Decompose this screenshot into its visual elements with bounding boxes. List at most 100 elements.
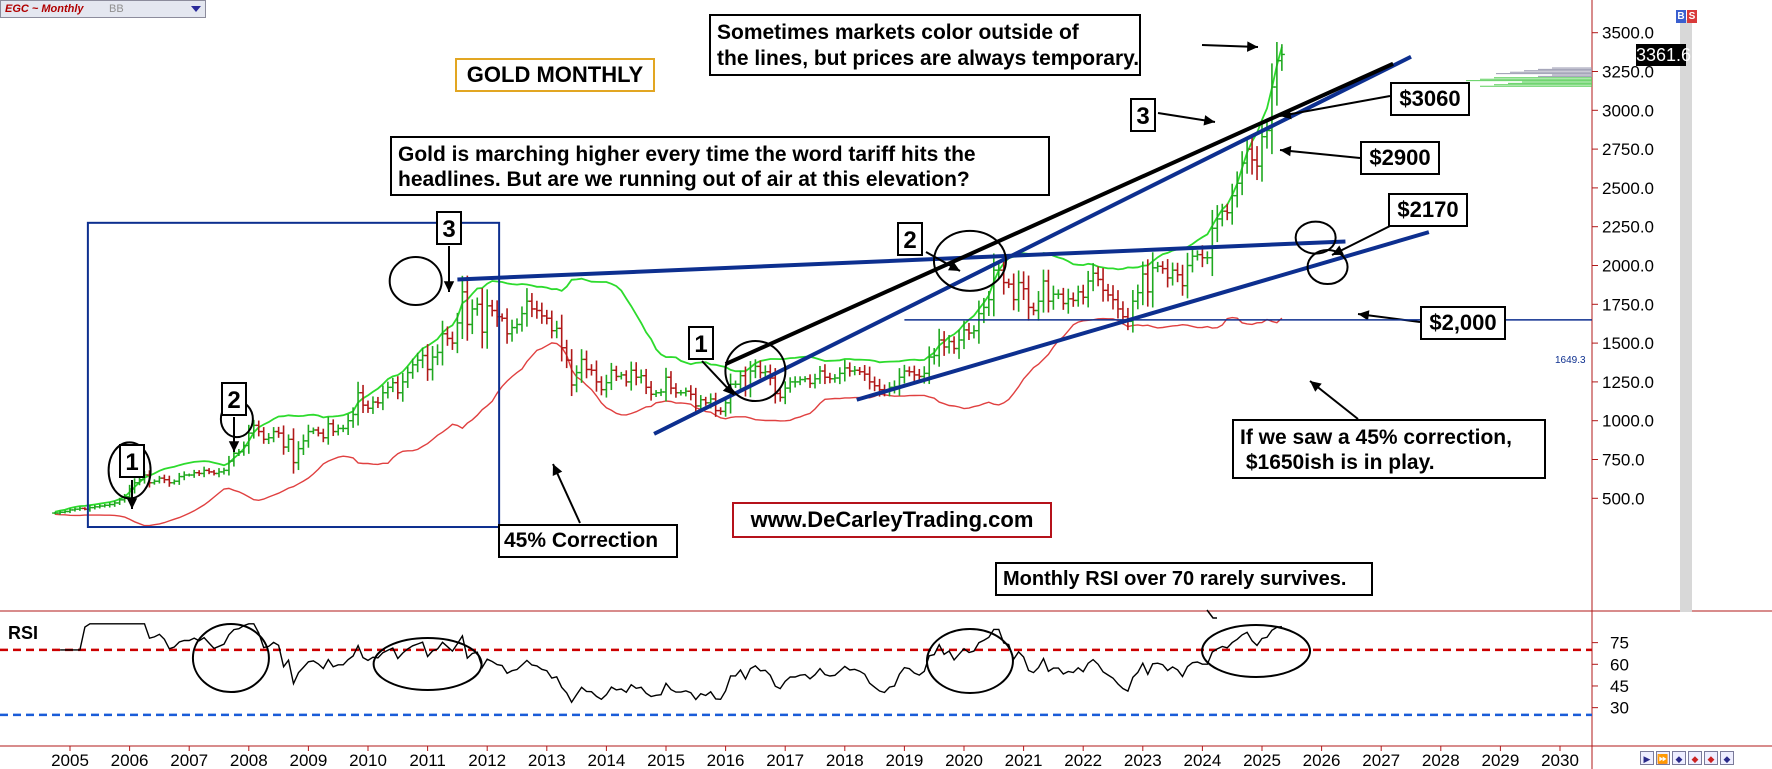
sometimes-arrow-head <box>1247 41 1258 52</box>
time-tick-label: 2022 <box>1064 751 1102 769</box>
price-tick-label: 1500.0 <box>1602 334 1654 353</box>
wave-2-left-label: 2 <box>221 382 247 416</box>
time-tick-label: 2018 <box>826 751 864 769</box>
price-scrollbar[interactable] <box>1680 20 1692 612</box>
time-tick-label: 2008 <box>230 751 268 769</box>
price-axis: 500.0 750.0 1000.0 1250.0 1500.0 1750.0 2000.0… <box>1592 24 1654 508</box>
time-tick-label: 2030 <box>1541 751 1579 769</box>
wave-3-left-label: 3 <box>436 211 462 245</box>
annotation-correction-45-line1: If we saw a 45% correction, <box>1240 426 1512 449</box>
wave-3-right-arrow-head <box>1203 115 1215 126</box>
rsi-levels <box>0 648 1592 717</box>
highlight-box <box>86 221 501 529</box>
annotation-tariff-line2: headlines. But are we running out of air… <box>398 168 970 191</box>
website-label: www.DeCarleyTrading.com <box>732 502 1052 538</box>
wave-2-left-arrow-head <box>228 441 240 452</box>
rsi-tick-label: 60 <box>1610 655 1629 674</box>
chart-navigation: ▶ ⏩ ◆ ◆ ◆ ◆ <box>1640 749 1736 765</box>
wave-3-left-arrow-head <box>443 281 455 292</box>
level-2000-label: $2,000 <box>1420 306 1506 340</box>
rsi-tick-label: 45 <box>1610 677 1629 696</box>
level-3060-label: $3060 <box>1390 82 1470 116</box>
symbol-label: EGC ~ Monthly <box>5 3 84 15</box>
annotation-correction-45-line2: $1650ish is in play. <box>1240 451 1435 474</box>
symbol-selector[interactable]: EGC ~ Monthly BB <box>0 0 206 18</box>
support-level-label: 1649.3 <box>1555 355 1586 366</box>
level-2170-circle <box>1294 220 1337 255</box>
wave-1-right-arrow-head <box>722 383 734 395</box>
lower-band-line <box>55 316 1283 527</box>
wave-3-right-label: 3 <box>1130 98 1156 132</box>
time-tick-label: 2027 <box>1362 751 1400 769</box>
price-tick-label: 500.0 <box>1602 489 1645 508</box>
sell-button[interactable]: S <box>1687 10 1697 23</box>
annotation-sometimes: Sometimes markets color outside of the l… <box>709 14 1141 76</box>
chart-annotations <box>86 41 1592 694</box>
time-tick-label: 2023 <box>1124 751 1162 769</box>
correction-45-arrow-head <box>1310 381 1322 392</box>
wave-1-right-circle <box>724 340 787 403</box>
wave-2-right-label: 2 <box>897 222 923 256</box>
chevron-down-icon[interactable] <box>191 6 201 12</box>
price-tick-label: 2250.0 <box>1602 218 1654 237</box>
level-2000-arrow-head <box>1358 310 1370 321</box>
annotation-correction-45: If we saw a 45% correction, $1650ish is … <box>1232 419 1546 479</box>
time-tick-label: 2005 <box>51 751 89 769</box>
price-tick-label: 3250.0 <box>1602 63 1654 82</box>
rsi-axis: 30 45 60 75 <box>1592 634 1629 718</box>
time-tick-label: 2025 <box>1243 751 1281 769</box>
rsi-line <box>60 623 1282 704</box>
level-2900-label: $2900 <box>1360 141 1440 175</box>
price-tick-label: 1750.0 <box>1602 295 1654 314</box>
zoom-diamond-icon[interactable]: ◆ <box>1672 751 1686 765</box>
time-tick-label: 2007 <box>170 751 208 769</box>
step-forward-icon[interactable]: ▶ <box>1640 751 1654 765</box>
zoom-diamond-red-icon[interactable]: ◆ <box>1704 751 1718 765</box>
chart-title: GOLD MONTHLY <box>455 58 655 92</box>
black-trendline <box>724 61 1394 366</box>
steep-trendline <box>653 54 1412 436</box>
level-3060-arrow-head <box>1280 108 1292 120</box>
rsi-circle-2008 <box>191 623 270 693</box>
rising-support-trendline <box>856 230 1430 402</box>
price-tick-label: 2750.0 <box>1602 140 1654 159</box>
price-tick-label: 2500.0 <box>1602 179 1654 198</box>
wave-2-right-arrow-head <box>948 261 960 271</box>
price-tick-label: 3000.0 <box>1602 101 1654 120</box>
annotation-correction: 45% Correction <box>498 524 678 558</box>
time-tick-label: 2019 <box>885 751 923 769</box>
time-axis: 2005 2006 2007 2008 2009 2010 2011 2012 2013 2014… <box>51 746 1579 769</box>
rsi-note-pointer <box>1206 609 1217 619</box>
wave-2-right-circle <box>932 229 1007 292</box>
level-2000-circle <box>1306 249 1349 286</box>
price-bars <box>52 41 1285 515</box>
resistance-trendline <box>457 239 1346 282</box>
time-tick-label: 2028 <box>1422 751 1460 769</box>
time-tick-label: 2024 <box>1183 751 1221 769</box>
price-tick-label: 750.0 <box>1602 451 1645 470</box>
wave-1-left-label: 1 <box>119 444 145 478</box>
fast-forward-icon[interactable]: ⏩ <box>1656 751 1670 765</box>
time-tick-label: 2020 <box>945 751 983 769</box>
time-tick-label: 2026 <box>1303 751 1341 769</box>
price-tick-label: 2000.0 <box>1602 257 1654 276</box>
buy-button[interactable]: B <box>1676 10 1686 23</box>
price-tick-label: 1250.0 <box>1602 373 1654 392</box>
zoom-diamond-red-icon[interactable]: ◆ <box>1688 751 1702 765</box>
time-tick-label: 2009 <box>289 751 327 769</box>
time-tick-label: 2012 <box>468 751 506 769</box>
time-tick-label: 2014 <box>587 751 625 769</box>
level-3060-arrow <box>1279 95 1391 117</box>
time-tick-label: 2021 <box>1005 751 1043 769</box>
annotation-tariff-line1: Gold is marching higher every time the w… <box>398 143 976 166</box>
zoom-diamond-icon[interactable]: ◆ <box>1720 751 1734 765</box>
annotation-tariff: Gold is marching higher every time the w… <box>390 136 1050 196</box>
time-tick-label: 2015 <box>647 751 685 769</box>
level-2900-arrow <box>1279 149 1361 159</box>
time-tick-label: 2011 <box>409 751 446 769</box>
time-tick-label: 2017 <box>766 751 804 769</box>
time-tick-label: 2013 <box>528 751 566 769</box>
wave-1-right-label: 1 <box>688 326 714 360</box>
